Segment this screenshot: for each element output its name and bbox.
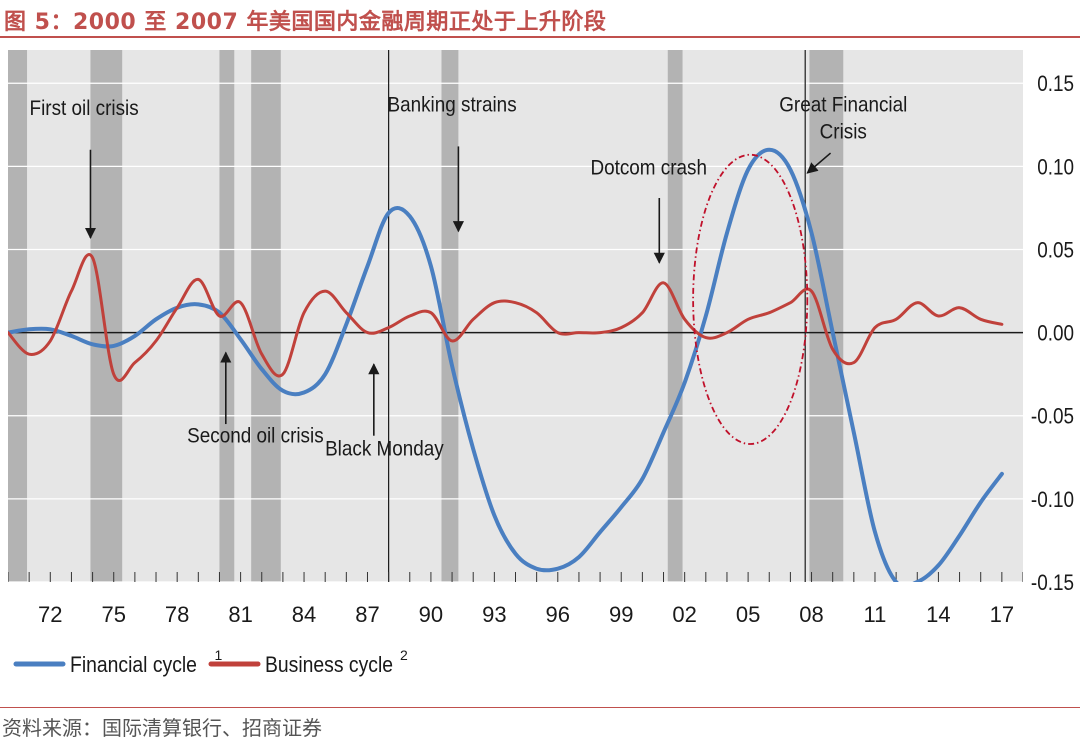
recession-band bbox=[667, 50, 683, 582]
annotation: Black Monday bbox=[325, 363, 444, 461]
recession-band bbox=[809, 50, 844, 582]
plot-background bbox=[8, 50, 1023, 582]
annotation-label: First oil crisis bbox=[30, 97, 139, 120]
source-rule bbox=[0, 707, 1080, 708]
legend-superscript: 2 bbox=[400, 647, 408, 663]
annotation: Great Financial Crisis bbox=[779, 94, 907, 174]
x-tick-label: 84 bbox=[292, 602, 316, 627]
x-tick-label: 90 bbox=[419, 602, 443, 627]
highlight-ellipse bbox=[692, 153, 809, 445]
x-tick-label: 72 bbox=[38, 602, 62, 627]
x-tick-label: 11 bbox=[864, 602, 887, 627]
annotation: Banking strains bbox=[387, 94, 517, 233]
plot-area bbox=[8, 50, 1023, 582]
annotation-label: Crisis bbox=[820, 121, 867, 144]
x-tick-label: 99 bbox=[609, 602, 633, 627]
x-tick-label: 14 bbox=[926, 602, 950, 627]
annotation: Second oil crisis bbox=[187, 351, 324, 448]
title-bar: 图 5：2000 至 2007 年美国国内金融周期正处于上升阶段 bbox=[0, 0, 1080, 38]
title-rule bbox=[0, 36, 1080, 38]
annotation-label: Dotcom crash bbox=[590, 157, 707, 180]
series-line-business-cycle bbox=[8, 253, 1004, 383]
x-tick-label: 02 bbox=[672, 602, 696, 627]
x-tick-label: 08 bbox=[799, 602, 823, 627]
annotation-arrow bbox=[806, 152, 832, 174]
x-tick-label: 75 bbox=[101, 602, 125, 627]
x-tick-label: 96 bbox=[546, 602, 570, 627]
recession-band bbox=[219, 50, 235, 582]
figure-title: 图 5：2000 至 2007 年美国国内金融周期正处于上升阶段 bbox=[4, 10, 607, 35]
y-tick-label: -0.05 bbox=[1031, 404, 1074, 429]
legend-label: Business cycle bbox=[265, 653, 393, 677]
y-tick-label: 0.00 bbox=[1037, 321, 1074, 346]
y-tick-label: -0.15 bbox=[1031, 571, 1074, 596]
recession-band bbox=[251, 50, 281, 582]
x-tick-label: 78 bbox=[165, 602, 189, 627]
legend-label: Financial cycle bbox=[70, 653, 197, 677]
legend-superscript: 1 bbox=[215, 647, 223, 663]
x-tick-label: 81 bbox=[228, 602, 252, 627]
x-tick-label: 05 bbox=[736, 602, 760, 627]
annotation-label: Black Monday bbox=[325, 438, 444, 461]
annotation: First oil crisis bbox=[30, 97, 139, 239]
x-tick-label: 17 bbox=[990, 602, 1014, 627]
annotation-label: Banking strains bbox=[387, 94, 516, 117]
y-tick-label: -0.10 bbox=[1031, 488, 1074, 513]
recession-band bbox=[8, 50, 28, 582]
y-tick-label: 0.15 bbox=[1037, 72, 1074, 97]
recession-band bbox=[90, 50, 123, 582]
x-tick-label: 87 bbox=[355, 602, 379, 627]
y-tick-label: 0.05 bbox=[1037, 238, 1074, 263]
annotation-label: Second oil crisis bbox=[187, 424, 324, 447]
source-note: 资料来源：国际清算银行、招商证券 bbox=[2, 716, 322, 740]
y-tick-label: 0.10 bbox=[1037, 155, 1074, 180]
annotation-label: Great Financial bbox=[779, 94, 907, 117]
legend: Financial cycle 1 Business cycle 2 bbox=[13, 647, 408, 677]
recession-band bbox=[441, 50, 459, 582]
x-tick-label: 93 bbox=[482, 602, 506, 627]
chart-container: First oil crisis Second oil crisis Black M… bbox=[8, 50, 1078, 702]
annotation: Dotcom crash bbox=[590, 157, 707, 264]
